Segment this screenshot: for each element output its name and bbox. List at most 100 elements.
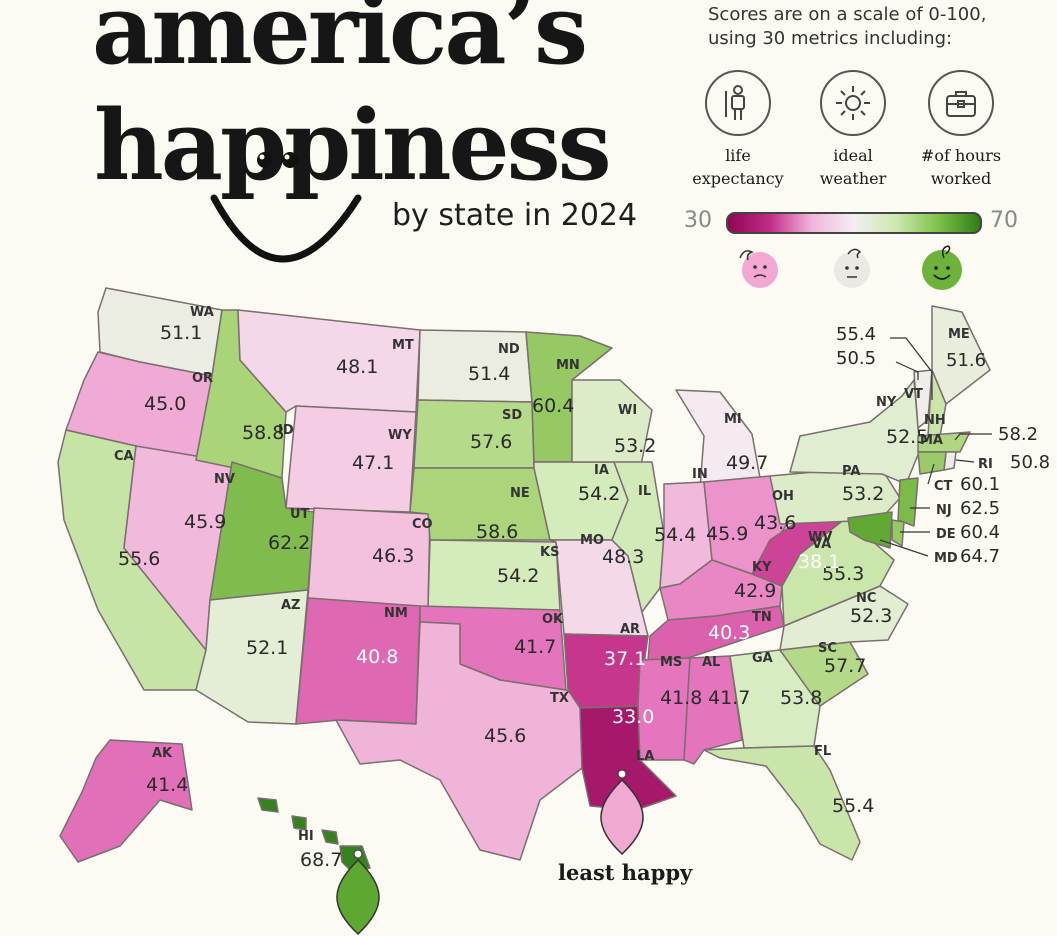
state-abbr-sc: SC [818,641,837,656]
state-nj [897,477,919,527]
state-abbr-or: OR [192,371,213,386]
state-value-sd: 57.6 [470,431,512,453]
state-abbr-va: VA [812,537,831,552]
state-value-ut: 62.2 [268,532,310,554]
scale-max-label: 70 [990,208,1018,233]
state-value-de: 60.4 [960,522,1000,543]
state-abbr-wv: WV [808,530,832,545]
state-abbr-in: IN [692,467,708,482]
title-line-1: america’s [92,0,588,86]
state-value-ok: 41.7 [514,636,556,658]
state-value-mn: 60.4 [532,395,574,417]
state-abbr-fl: FL [814,744,831,759]
state-fl [703,745,861,861]
state-abbr-wa: WA [190,305,214,320]
person-icon [705,70,771,136]
state-abbr-nh: NH [924,413,946,428]
state-ar [563,633,649,709]
metric-label: #of hours worked [920,146,1002,188]
state-value-ne: 58.6 [476,521,518,543]
state-abbr-ca: CA [114,449,134,464]
state-de [891,519,905,547]
state-abbr-mn: MN [556,358,580,373]
state-value-wv: 38.1 [798,551,840,573]
state-abbr-nd: ND [498,342,520,357]
state-hi [257,797,371,873]
state-abbr-mi: MI [724,412,742,427]
callout-line-ct [927,463,935,485]
state-value-ak: 41.4 [146,774,188,796]
state-value-nd: 51.4 [468,363,510,385]
state-abbr-pa: PA [842,464,860,479]
state-value-mt: 48.1 [336,356,378,378]
state-abbr-ut: UT [290,507,310,522]
state-abbr-wy: WY [388,428,412,443]
metric-hours-worked: #of hours worked [901,70,1021,190]
state-abbr-la: LA [636,749,654,764]
state-value-ar: 37.1 [604,648,646,670]
state-abbr-id: ID [278,423,294,438]
state-value-ct: 60.1 [960,474,1000,495]
smile-icon [210,152,362,263]
state-value-nm: 40.8 [356,646,398,668]
state-value-nc: 52.3 [850,605,892,627]
state-value-ny: 52.5 [886,426,928,448]
state-abbr-ar: AR [620,622,640,637]
state-value-id: 58.8 [242,422,284,444]
state-value-ri: 50.8 [1010,452,1050,473]
state-abbr-nc: NC [856,591,876,606]
least-happy-pin [600,769,644,856]
metric-life-expectancy: life expectancy [678,70,798,190]
state-vt [913,369,933,429]
state-abbr-ak: AK [152,746,173,761]
state-abbr-tn: TN [752,610,772,625]
state-abbr-ny: NY [876,395,897,410]
state-ak [59,739,193,863]
state-ms [637,657,691,761]
callout-line-nh [890,337,933,400]
briefcase-icon [928,70,994,136]
state-value-wi: 53.2 [614,435,656,457]
state-value-nh: 55.4 [836,324,876,345]
callout-line-md [879,539,929,557]
state-value-fl: 55.4 [832,795,874,817]
state-abbr-tx: TX [550,691,569,706]
happiest-pin [336,849,380,936]
state-abbr-mt: MT [392,338,414,353]
sad-face-icon [739,250,778,288]
state-abbr-vt: VT [904,387,923,402]
state-value-co: 46.3 [372,545,414,567]
state-value-oh: 43.6 [754,512,796,534]
sun-icon [820,70,886,136]
state-value-tn: 40.3 [708,622,750,644]
state-value-or: 45.0 [144,393,186,415]
state-abbr-ma: MA [920,433,943,448]
state-abbr-de: DE [936,527,956,542]
state-value-mo: 48.3 [602,546,644,568]
least-happy-label: least happy [558,860,693,885]
state-ct [917,451,947,475]
state-value-ms: 41.8 [660,687,702,709]
state-value-in: 45.9 [706,523,748,545]
state-value-ks: 54.2 [497,565,539,587]
scale-min-label: 30 [684,208,712,233]
state-abbr-ok: OK [542,612,564,627]
state-value-ma: 58.2 [998,424,1038,445]
state-value-tx: 45.6 [484,725,526,747]
state-value-ca: 55.6 [118,548,160,570]
state-tx [335,621,583,861]
state-value-al: 41.7 [708,687,750,709]
state-value-nv: 45.9 [184,511,226,533]
title-line-2: happiness [94,89,612,202]
state-abbr-ga: GA [752,651,773,666]
state-abbr-il: IL [638,484,651,499]
state-value-me: 51.6 [946,350,986,371]
state-abbr-ks: KS [540,545,559,560]
state-abbr-ky: KY [752,560,772,575]
state-value-il: 54.4 [654,524,696,546]
state-value-ia: 54.2 [578,483,620,505]
scale-note: Scores are on a scale of 0-100, using 30… [708,4,987,49]
state-abbr-me: ME [948,327,970,342]
